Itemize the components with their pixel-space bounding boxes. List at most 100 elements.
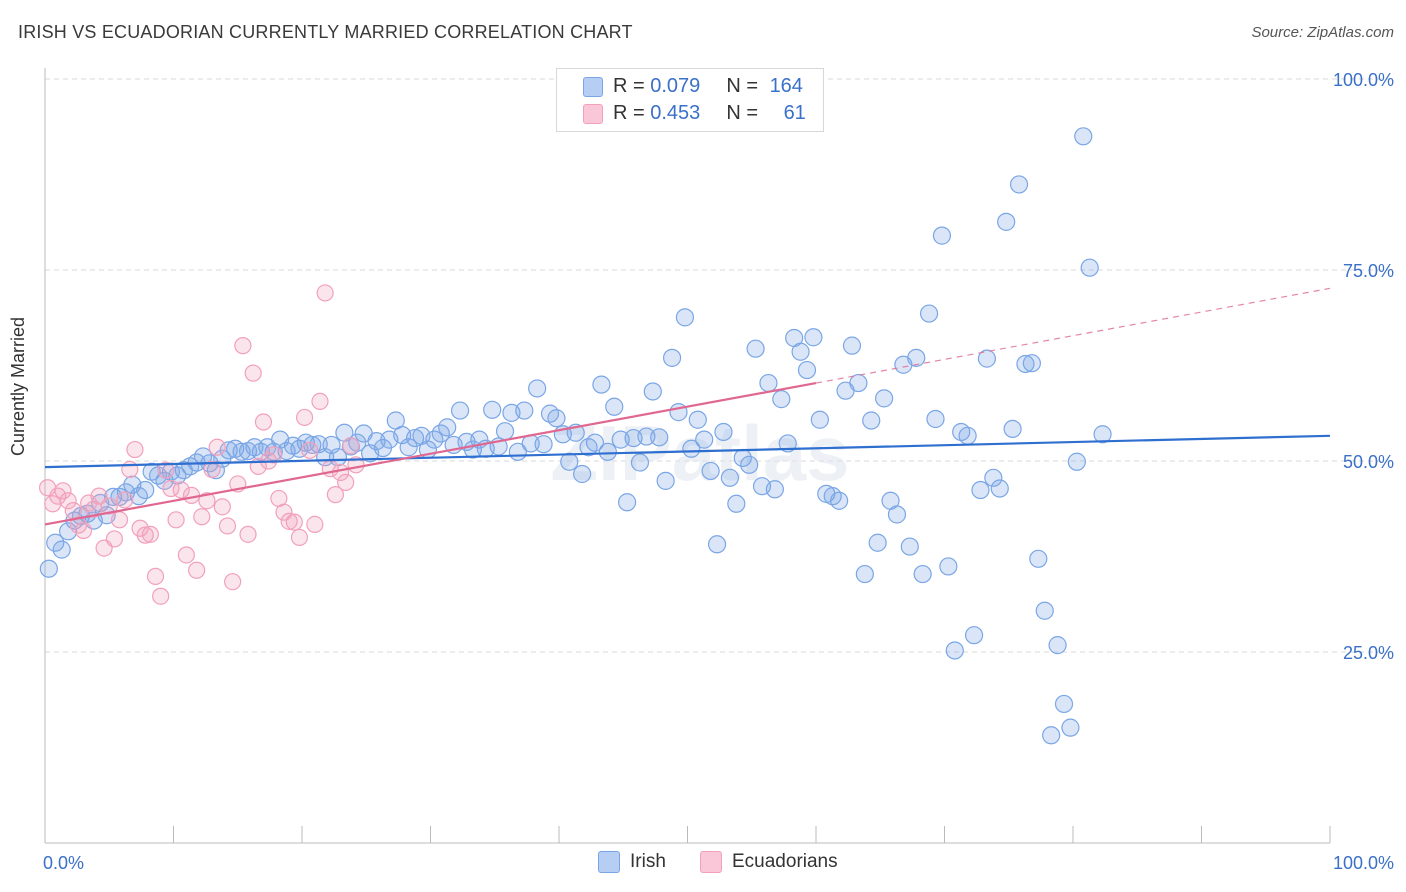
ecuadorian-point (295, 408, 314, 427)
irish-n-label: N = (726, 74, 764, 97)
ecuadorian-point (193, 508, 211, 526)
ecuadorian-point (110, 511, 129, 529)
ecuadorian-point (311, 392, 329, 411)
irish-point (714, 422, 733, 442)
ecuadorian-n-value: 61 (783, 101, 806, 124)
irish-point (206, 461, 226, 480)
irish-point (855, 564, 874, 584)
irish-point (804, 328, 823, 347)
ecuadorian-n-label: N = (726, 101, 764, 124)
y-axis-label: Currently Married (8, 316, 28, 456)
irish-point (682, 439, 701, 458)
irish-point (675, 308, 695, 327)
irish-point (637, 427, 656, 446)
ecuadorian-point (157, 461, 175, 479)
irish-point (759, 373, 778, 393)
irish-point (772, 390, 791, 409)
irish-point (913, 564, 932, 584)
ecuadorian-point (54, 482, 72, 500)
irish-point (662, 348, 682, 367)
irish-point (1003, 419, 1022, 439)
irish-point (778, 434, 797, 453)
irish-point (1054, 694, 1074, 714)
ecuadorian-point (218, 517, 237, 535)
irish-point (997, 212, 1016, 231)
irish-point (59, 522, 78, 541)
irish-point (136, 480, 155, 500)
ecuadorian-point (280, 512, 298, 530)
irish-point (1009, 175, 1029, 194)
tick-labels: 25.0% 50.0% 75.0% 100.0% 0.0% 100.0% (43, 70, 1394, 873)
irish-point (1074, 127, 1093, 146)
irish-r-value: 0.079 (650, 74, 701, 97)
trend-lines (44, 287, 1331, 526)
irish-point (791, 342, 810, 361)
irish-point (560, 452, 579, 471)
ecuadorian-point (290, 528, 309, 547)
irish-point (618, 493, 637, 512)
ecuadorian-point (116, 491, 134, 509)
ecuadorian-r-value: 0.453 (650, 101, 701, 124)
ecuadorian-point (126, 440, 144, 459)
x-tick-label: 100.0% (1333, 853, 1394, 873)
y-tick-label: 25.0% (1343, 643, 1394, 663)
irish-r-label: R = (613, 74, 651, 97)
irish-point (1080, 258, 1099, 277)
irish-point (875, 389, 894, 408)
irish-trend-line (44, 434, 1331, 469)
irish-point (605, 397, 624, 416)
stats-box: R = 0.079 N = 164 R = 0.453 N = 61 (556, 68, 824, 132)
irish-point (1042, 726, 1061, 745)
irish-point (483, 400, 502, 419)
ecuadorian-point (172, 481, 190, 499)
ecuadorian-point (254, 413, 273, 431)
legend-ecuadorian: Ecuadorians (700, 851, 838, 873)
irish-point (971, 480, 990, 500)
ecuadorian-point (275, 503, 293, 521)
irish-point (926, 409, 945, 429)
ecuadorian-point (182, 486, 201, 504)
irish-point (740, 455, 759, 474)
irish-point (842, 336, 862, 355)
ecuadorian-point (152, 587, 170, 605)
irish-point (688, 410, 707, 429)
irish-point (727, 494, 746, 513)
irish-point (868, 533, 887, 552)
chart-title: IRISH VS ECUADORIAN CURRENTLY MARRIED CO… (18, 22, 633, 42)
ecuadorian-point (188, 561, 206, 579)
irish-point (900, 537, 919, 556)
irish-point (534, 435, 553, 454)
stats-row-irish: R = 0.079 N = 164 (583, 73, 803, 99)
ecuadorian-point (342, 437, 360, 455)
irish-point (193, 447, 213, 466)
ecuadorian-point (239, 525, 257, 543)
irish-point (573, 464, 592, 484)
irish-point (919, 304, 939, 323)
irish-point (701, 461, 720, 481)
irish-point (1016, 354, 1035, 374)
irish-point (1093, 425, 1112, 444)
ecuadorian-point (64, 502, 82, 520)
ecuadorian-point (326, 486, 345, 504)
irish-point (1022, 354, 1041, 373)
irish-point (630, 453, 650, 472)
ecuadorian-point (213, 498, 231, 516)
ecuadorian-point (301, 441, 319, 459)
irish-point (1035, 601, 1054, 620)
irish-point (656, 471, 675, 490)
irish-point (746, 339, 765, 358)
irish-point (598, 442, 617, 461)
irish-point (849, 373, 868, 393)
irish-point (39, 559, 58, 578)
irish-point (887, 505, 907, 524)
y-tick-label: 100.0% (1333, 70, 1394, 90)
ecuadorian-point (285, 513, 303, 531)
y-tick-label: 50.0% (1343, 452, 1394, 472)
irish-point (450, 401, 470, 420)
irish-n-value: 164 (769, 74, 803, 97)
ecuadorian-point (203, 460, 221, 479)
irish-point (907, 348, 926, 367)
legend-ecuadorian-swatch (700, 851, 722, 873)
irish-point (495, 422, 515, 441)
